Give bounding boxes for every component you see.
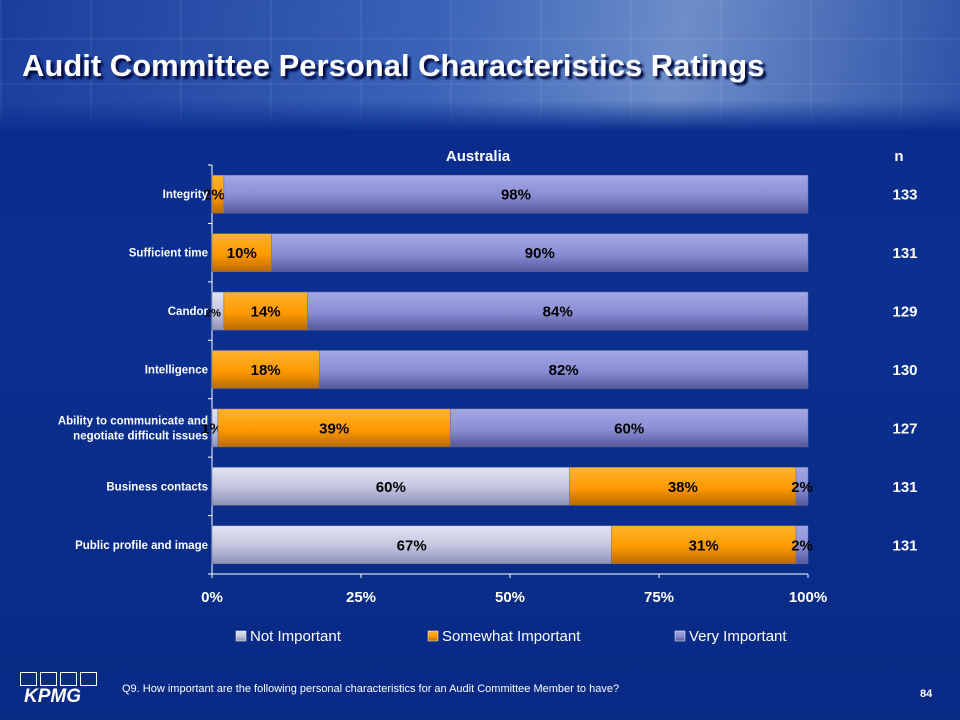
- kpmg-logo: KPMG: [14, 672, 100, 712]
- x-tick-label: 100%: [789, 589, 827, 606]
- page-title: Audit Committee Personal Characteristics…: [22, 48, 765, 83]
- question-footnote: Q9. How important are the following pers…: [122, 683, 620, 695]
- bar-segment-somewhat-important: [569, 467, 797, 506]
- data-label: 10%: [227, 245, 257, 262]
- category-label: Integrity: [163, 189, 209, 201]
- chart-title: Australia: [446, 148, 511, 165]
- category-label: Intelligence: [145, 365, 208, 377]
- n-column-header: n: [894, 148, 903, 165]
- legend-label: Not Important: [250, 628, 342, 645]
- x-tick-label: 75%: [644, 589, 674, 606]
- bar-segment-somewhat-important: [211, 350, 320, 389]
- category-label: negotiate difficult issues: [73, 430, 208, 442]
- category-label: Ability to communicate and: [58, 415, 208, 427]
- legend-label: Somewhat Important: [442, 628, 581, 645]
- bar-segment-somewhat-important: [611, 525, 797, 565]
- bar-segment-very-important: [795, 467, 809, 506]
- data-label: 1%: [201, 420, 223, 437]
- category-label: Sufficient time: [129, 248, 208, 260]
- stacked-bar-chart: Australia n 2% 98% Integrity 133 10% 90% Suffi…: [58, 148, 918, 645]
- data-label: 67%: [397, 537, 427, 554]
- data-label: 60%: [376, 479, 406, 496]
- bar-segment-somewhat-important: [211, 233, 272, 272]
- legend-label: Very Important: [689, 628, 787, 645]
- n-value: 131: [892, 479, 917, 496]
- legend-swatch: [235, 630, 247, 642]
- data-label: 2%: [791, 537, 813, 554]
- bar-segment-very-important: [319, 350, 809, 389]
- x-tick-label: 0%: [201, 589, 223, 606]
- data-label: 82%: [549, 362, 579, 379]
- plot-area: 2% 98% Integrity 133 10% 90% Sufficient time 13…: [58, 164, 918, 606]
- legend-swatch: [427, 630, 439, 642]
- n-value: 127: [892, 420, 917, 437]
- legend-swatch: [674, 630, 686, 642]
- bar-segment-somewhat-important: [223, 291, 308, 331]
- bar-segment-very-important: [307, 291, 809, 331]
- header-background: [0, 0, 960, 130]
- x-tick-label: 50%: [495, 589, 525, 606]
- data-label: 31%: [689, 537, 719, 554]
- category-label: Business contacts: [106, 481, 208, 493]
- logo-boxes: [20, 672, 97, 686]
- bar-segment-very-important: [795, 525, 809, 565]
- data-label: 84%: [543, 304, 573, 321]
- data-label: 14%: [251, 304, 281, 321]
- n-value: 130: [892, 362, 917, 379]
- data-label: 60%: [614, 420, 644, 437]
- bar-segment-very-important: [271, 233, 809, 272]
- page-number: 84: [920, 688, 933, 700]
- bar-segment-somewhat-important: [217, 408, 451, 448]
- bar-segment-very-important: [450, 408, 809, 448]
- bar-segment-not-important: [211, 467, 570, 506]
- chart-panel: Australia n 2% 98% Integrity 133 10% 90% Suffi…: [8, 143, 952, 655]
- legend: Not Important Somewhat Important Very Impo…: [235, 628, 787, 645]
- n-value: 129: [892, 304, 917, 321]
- logo-wordmark: KPMG: [24, 686, 81, 707]
- x-tick-label: 25%: [346, 589, 376, 606]
- n-value: 131: [892, 245, 917, 262]
- category-label: Public profile and image: [75, 540, 208, 552]
- data-label: 18%: [251, 362, 281, 379]
- category-label: Candor: [168, 306, 209, 318]
- data-label: 38%: [668, 479, 698, 496]
- data-label: 39%: [319, 420, 349, 437]
- data-label: 2%: [205, 308, 221, 320]
- data-label: 2%: [203, 187, 225, 204]
- data-label: 90%: [525, 245, 555, 262]
- data-label: 98%: [501, 187, 531, 204]
- n-value: 131: [892, 537, 917, 554]
- bar-segment-not-important: [211, 525, 612, 565]
- data-label: 2%: [791, 479, 813, 496]
- n-value: 133: [892, 187, 917, 204]
- bar-segment-very-important: [223, 174, 809, 214]
